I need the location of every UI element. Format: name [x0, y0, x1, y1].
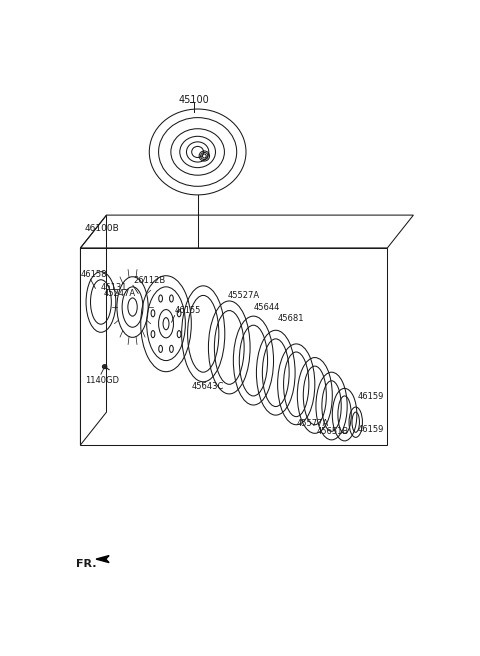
- Text: 1140GD: 1140GD: [85, 377, 120, 385]
- Text: 46159: 46159: [358, 392, 384, 401]
- Text: 45651B: 45651B: [317, 427, 349, 436]
- Text: 45100: 45100: [179, 95, 210, 106]
- Text: 46100B: 46100B: [84, 224, 119, 233]
- Text: 45527A: 45527A: [228, 291, 260, 300]
- Text: FR.: FR.: [76, 559, 96, 569]
- Ellipse shape: [102, 365, 107, 369]
- Text: 45643C: 45643C: [192, 382, 225, 391]
- Text: 46131: 46131: [100, 283, 127, 292]
- Polygon shape: [96, 556, 109, 563]
- Text: 45247A: 45247A: [104, 289, 136, 298]
- Text: 46155: 46155: [175, 306, 201, 315]
- Text: 46158: 46158: [81, 270, 107, 279]
- Text: 45644: 45644: [253, 302, 280, 312]
- Text: 45681: 45681: [277, 314, 304, 323]
- Text: 45577A: 45577A: [296, 419, 328, 428]
- Text: 46159: 46159: [358, 425, 384, 434]
- Text: 26112B: 26112B: [133, 276, 165, 285]
